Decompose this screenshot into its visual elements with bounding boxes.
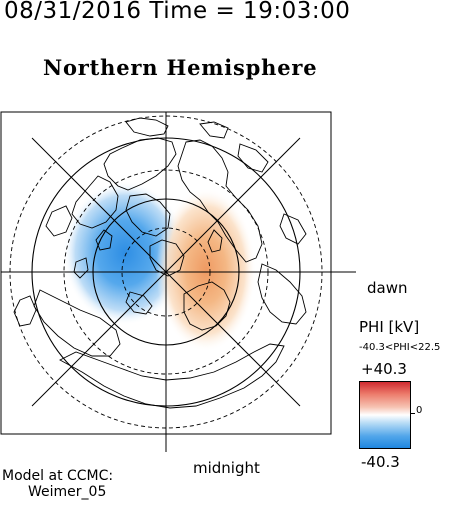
colorbar-zero-label: 0	[416, 405, 423, 416]
legend-title: PHI [kV]	[359, 318, 420, 336]
dawn-label: dawn	[367, 279, 408, 297]
model-credit-line2: Weimer_05	[28, 484, 107, 500]
timestamp-label: 08/31/2016 Time = 19:03:00	[4, 0, 351, 24]
potential-pattern	[63, 181, 256, 352]
legend-range-text: -40.3<PHI<22.5	[359, 342, 441, 353]
positive-potential-cell	[156, 188, 256, 352]
colorbar-min-label: -40.3	[361, 453, 400, 471]
colorbar	[359, 381, 411, 449]
hemisphere-title: Northern Hemisphere	[43, 55, 318, 80]
colorbar-zero-tick	[411, 413, 415, 414]
coastlines	[13, 117, 307, 409]
meridian-diagonal-2	[31, 137, 301, 407]
colorbar-max-label: +40.3	[361, 360, 407, 378]
grid-lines	[1, 112, 331, 434]
model-credit-line1: Model at CCMC:	[2, 468, 114, 484]
midnight-label: midnight	[193, 459, 260, 477]
negative-potential-cell	[63, 181, 187, 325]
